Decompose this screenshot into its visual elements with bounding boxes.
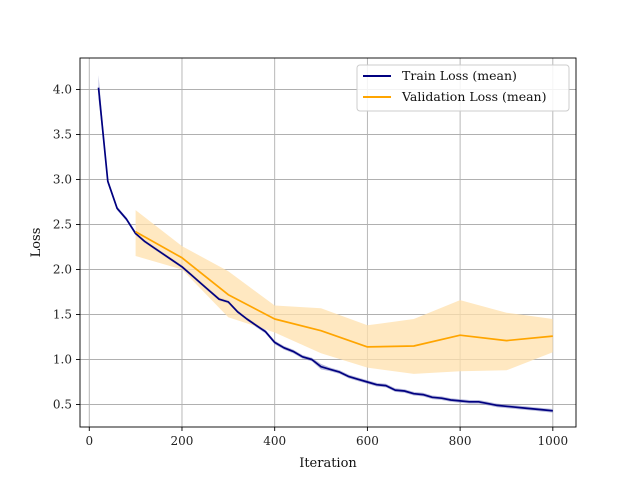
- legend-label-train: Train Loss (mean): [402, 68, 517, 83]
- legend: Train Loss (mean) Validation Loss (mean): [356, 64, 570, 112]
- y-axis-label: Loss: [29, 228, 44, 258]
- series-lines: [97, 87, 553, 412]
- x-tick-label: 600: [356, 434, 379, 448]
- x-tick-label: 400: [263, 434, 286, 448]
- axis-ticks: 0 200 400 600 800 1000 0.5 1.0 1.5 2.0 2.5 3.0 3.5 4.…: [53, 83, 568, 449]
- y-tick-label: 3.0: [53, 173, 72, 187]
- x-tick-label: 200: [171, 434, 194, 448]
- y-tick-label: 1.5: [53, 308, 72, 322]
- y-tick-label: 0.5: [53, 398, 72, 412]
- y-tick-label: 2.0: [53, 263, 72, 277]
- y-tick-label: 3.5: [53, 128, 72, 142]
- confidence-bands: [98, 75, 553, 413]
- legend-label-validation: Validation Loss (mean): [401, 89, 547, 104]
- band-series-1: [135, 210, 553, 374]
- y-tick-label: 4.0: [53, 83, 72, 97]
- plot-frame: [79, 57, 577, 428]
- line-series-0: [97, 87, 553, 412]
- y-tick-label: 1.0: [53, 353, 72, 367]
- x-axis-label: Iteration: [299, 456, 357, 471]
- y-tick-label: 2.5: [53, 218, 72, 232]
- legend-box: [356, 64, 570, 112]
- x-tick-label: 800: [449, 434, 472, 448]
- line-series-1: [135, 230, 553, 348]
- x-tick-label: 1000: [538, 434, 569, 448]
- x-tick-label: 0: [85, 434, 93, 448]
